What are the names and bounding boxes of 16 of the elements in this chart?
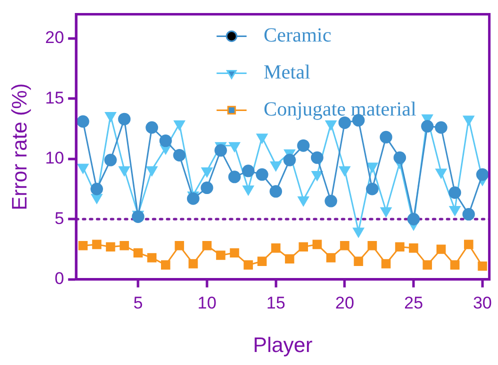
legend-label: Conjugate material xyxy=(264,98,417,120)
x-tick-label: 5 xyxy=(133,293,143,312)
legend-label: Ceramic xyxy=(264,24,332,46)
y-tick-label: 20 xyxy=(45,28,64,47)
x-axis-title: Player xyxy=(252,334,312,358)
x-tick-label: 20 xyxy=(335,293,354,312)
y-tick-label: 0 xyxy=(54,269,64,288)
x-tick-label: 15 xyxy=(266,293,286,312)
legend-label: Metal xyxy=(264,61,311,84)
y-tick-label: 5 xyxy=(54,208,64,228)
x-tick-label: 30 xyxy=(472,293,492,312)
x-tick-label: 25 xyxy=(404,293,424,312)
y-tick-label: 10 xyxy=(45,148,64,168)
x-tick-label: 10 xyxy=(197,293,216,312)
y-tick-label: 15 xyxy=(45,88,64,108)
y-axis-title: Error rate (%) xyxy=(8,83,32,210)
